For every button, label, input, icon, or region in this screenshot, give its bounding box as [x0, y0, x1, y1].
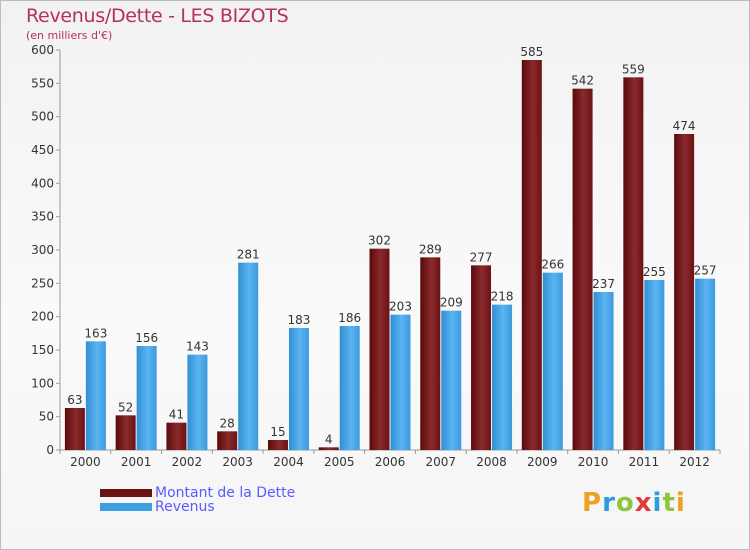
logo-letter: i: [652, 488, 663, 518]
data-label-dette: 559: [622, 62, 645, 76]
data-label-revenus: 281: [237, 248, 260, 262]
y-tick-label: 100: [31, 376, 54, 390]
logo-letter: o: [615, 488, 635, 518]
data-label-revenus: 218: [491, 290, 514, 304]
bar-revenus: [187, 354, 208, 450]
bar-dette: [521, 60, 542, 450]
bar-revenus: [238, 262, 259, 450]
bar-revenus: [542, 272, 563, 450]
data-label-dette: 542: [571, 74, 594, 88]
data-label-dette: 4: [325, 432, 333, 446]
x-tick-label: 2012: [679, 455, 710, 469]
data-label-revenus: 255: [643, 265, 666, 279]
y-tick-label: 450: [31, 143, 54, 157]
bar-dette: [369, 248, 390, 450]
bar-dette: [166, 422, 187, 450]
legend-label-debt: Montant de la Dette: [155, 485, 296, 501]
logo-letter: P: [582, 488, 603, 518]
data-label-revenus: 163: [84, 326, 107, 340]
logo-letter: t: [662, 488, 676, 518]
y-tick-label: 50: [39, 410, 54, 424]
data-label-dette: 41: [169, 408, 184, 422]
data-label-dette: 289: [419, 242, 442, 256]
bar-revenus: [644, 280, 665, 450]
logo-letter: x: [634, 488, 653, 518]
bar-dette: [623, 77, 644, 450]
bar-revenus: [441, 310, 462, 450]
y-tick-label: 550: [31, 76, 54, 90]
x-tick-label: 2003: [222, 455, 253, 469]
data-label-revenus: 183: [288, 313, 311, 327]
bar-dette: [674, 134, 695, 450]
logo-letter: i: [675, 488, 686, 518]
data-label-revenus: 186: [338, 311, 361, 325]
bar-dette: [115, 415, 136, 450]
y-tick-label: 0: [46, 443, 54, 457]
x-tick-label: 2009: [527, 455, 558, 469]
data-label-dette: 15: [270, 425, 285, 439]
data-label-revenus: 156: [135, 331, 158, 345]
y-tick-label: 500: [31, 110, 54, 124]
data-label-dette: 474: [673, 119, 696, 133]
data-label-revenus: 257: [694, 264, 717, 278]
legend: Montant de la Dette Revenus: [100, 486, 295, 514]
data-label-dette: 302: [368, 234, 391, 248]
legend-swatch-revenus: [100, 503, 152, 511]
data-label-revenus: 203: [389, 300, 412, 314]
x-tick-label: 2000: [70, 455, 101, 469]
y-tick-label: 150: [31, 343, 54, 357]
data-label-dette: 52: [118, 400, 133, 414]
bar-dette: [267, 440, 288, 450]
x-tick-label: 2002: [172, 455, 203, 469]
bar-revenus: [136, 346, 157, 450]
y-tick-label: 350: [31, 210, 54, 224]
chart-subtitle: (en milliers d'€): [26, 29, 113, 42]
legend-swatch-debt: [100, 489, 152, 497]
data-label-revenus: 143: [186, 340, 209, 354]
y-tick-label: 250: [31, 276, 54, 290]
y-tick-label: 400: [31, 176, 54, 190]
data-label-dette: 28: [220, 416, 235, 430]
x-tick-label: 2001: [121, 455, 152, 469]
bar-dette: [217, 431, 238, 450]
y-tick-label: 600: [31, 43, 54, 57]
x-tick-label: 2010: [578, 455, 609, 469]
bar-dette: [471, 265, 492, 450]
data-label-revenus: 266: [541, 258, 564, 272]
data-label-revenus: 209: [440, 296, 463, 310]
data-label-dette: 63: [67, 393, 82, 407]
bar-dette: [420, 257, 441, 450]
legend-label-revenus: Revenus: [155, 499, 215, 515]
x-tick-label: 2004: [273, 455, 304, 469]
bar-revenus: [390, 314, 411, 450]
bar-revenus: [288, 328, 309, 450]
legend-item-debt: Montant de la Dette: [100, 486, 295, 500]
data-label-revenus: 237: [592, 277, 615, 291]
y-tick-label: 300: [31, 243, 54, 257]
bar-dette: [64, 408, 85, 450]
bar-revenus: [593, 292, 614, 450]
bar-revenus: [695, 278, 716, 450]
x-tick-label: 2008: [476, 455, 507, 469]
bar-revenus: [85, 341, 106, 450]
bar-dette: [318, 447, 339, 450]
bar-revenus: [339, 326, 360, 450]
data-label-dette: 585: [520, 45, 543, 59]
chart-title: Revenus/Dette - LES BIZOTS: [26, 5, 289, 27]
bar-dette: [572, 88, 593, 451]
proxiti-logo: Proxiti: [582, 488, 686, 518]
data-label-dette: 277: [470, 250, 493, 264]
y-tick-label: 200: [31, 310, 54, 324]
x-tick-label: 2005: [324, 455, 355, 469]
bar-revenus: [492, 304, 513, 450]
x-tick-label: 2007: [425, 455, 456, 469]
legend-item-revenus: Revenus: [100, 500, 295, 514]
logo-letter: r: [602, 488, 616, 518]
x-tick-label: 2006: [375, 455, 406, 469]
x-tick-label: 2011: [629, 455, 660, 469]
